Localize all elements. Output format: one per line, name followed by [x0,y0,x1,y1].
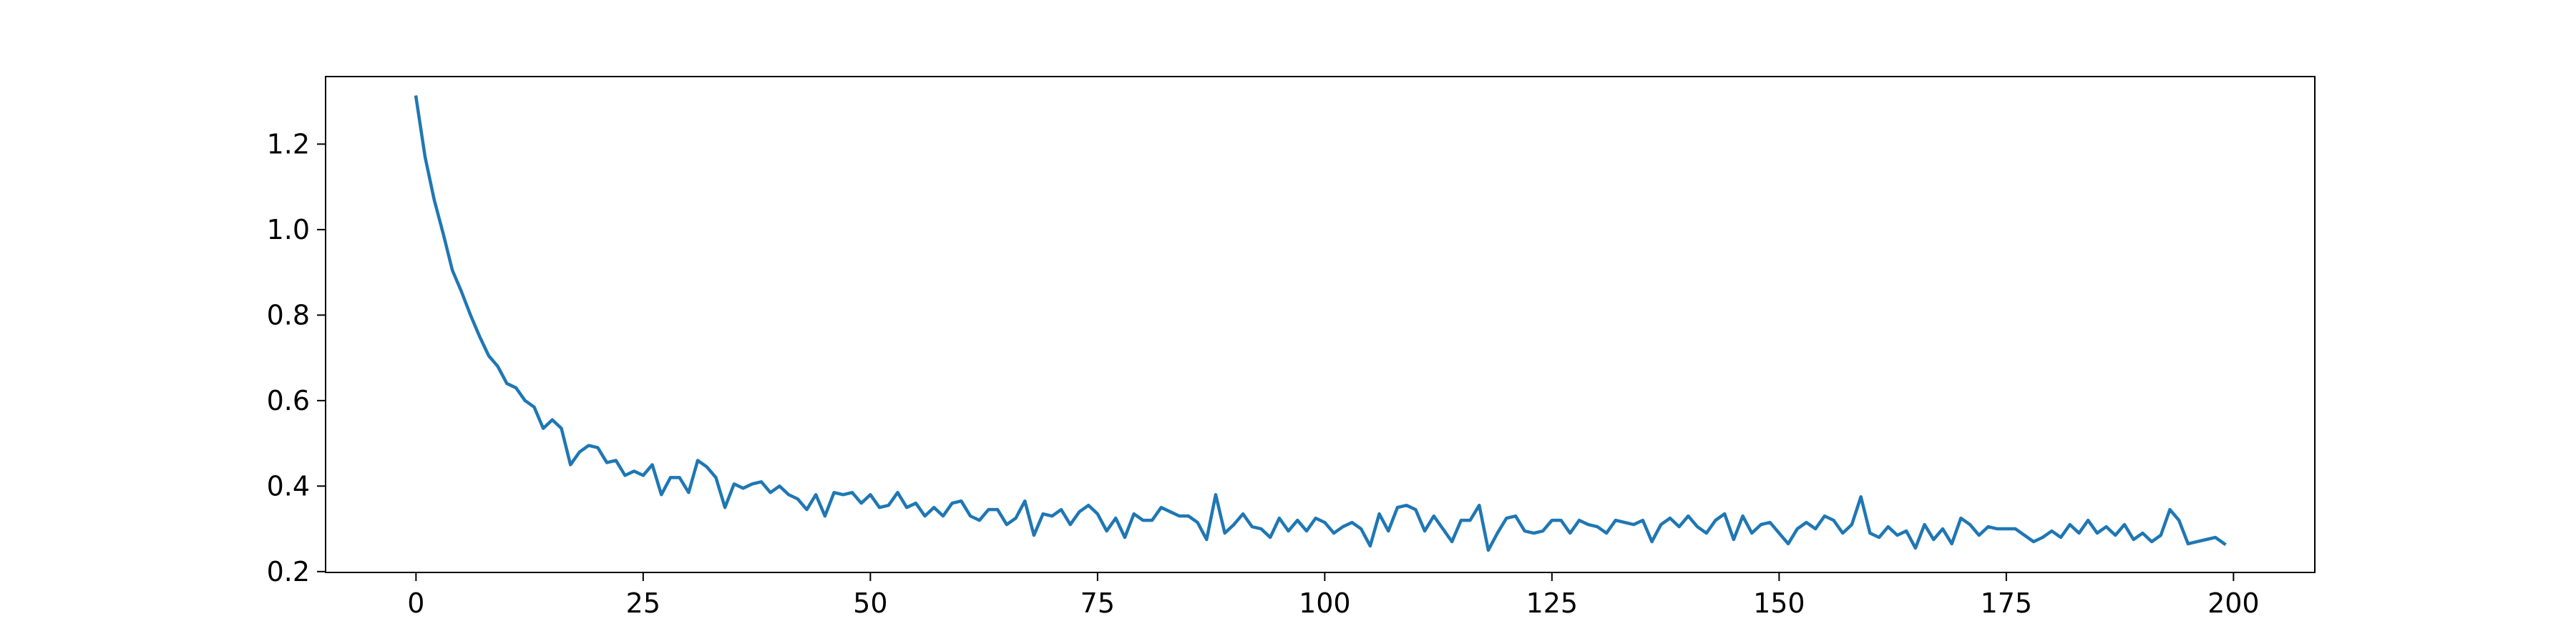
y-tick-label: 0.8 [267,299,310,331]
x-tick-label: 175 [1981,587,2033,619]
y-tick-label: 1.2 [267,128,310,160]
x-tick-label: 125 [1526,587,1579,619]
y-tick-label: 0.2 [267,556,310,587]
x-tick-label: 75 [1080,587,1115,619]
y-axis: 0.2 0.4 0.6 0.8 1.0 1.2 [267,128,326,587]
x-tick-label: 200 [2207,587,2260,619]
y-tick-label: 0.4 [267,470,310,502]
series-layer [414,95,2227,552]
x-tick-label: 150 [1753,587,1805,619]
plot-frame [325,76,2316,573]
y-tick-label: 1.0 [267,214,310,245]
y-tick-label: 0.6 [267,385,310,416]
x-axis: 0 25 50 75 100 125 150 175 200 [407,572,2260,619]
x-tick-label: 25 [626,587,660,619]
x-tick-label: 50 [853,587,887,619]
x-tick-label: 100 [1299,587,1351,619]
x-tick-label: 0 [407,587,424,619]
series-line-0 [414,95,2227,552]
